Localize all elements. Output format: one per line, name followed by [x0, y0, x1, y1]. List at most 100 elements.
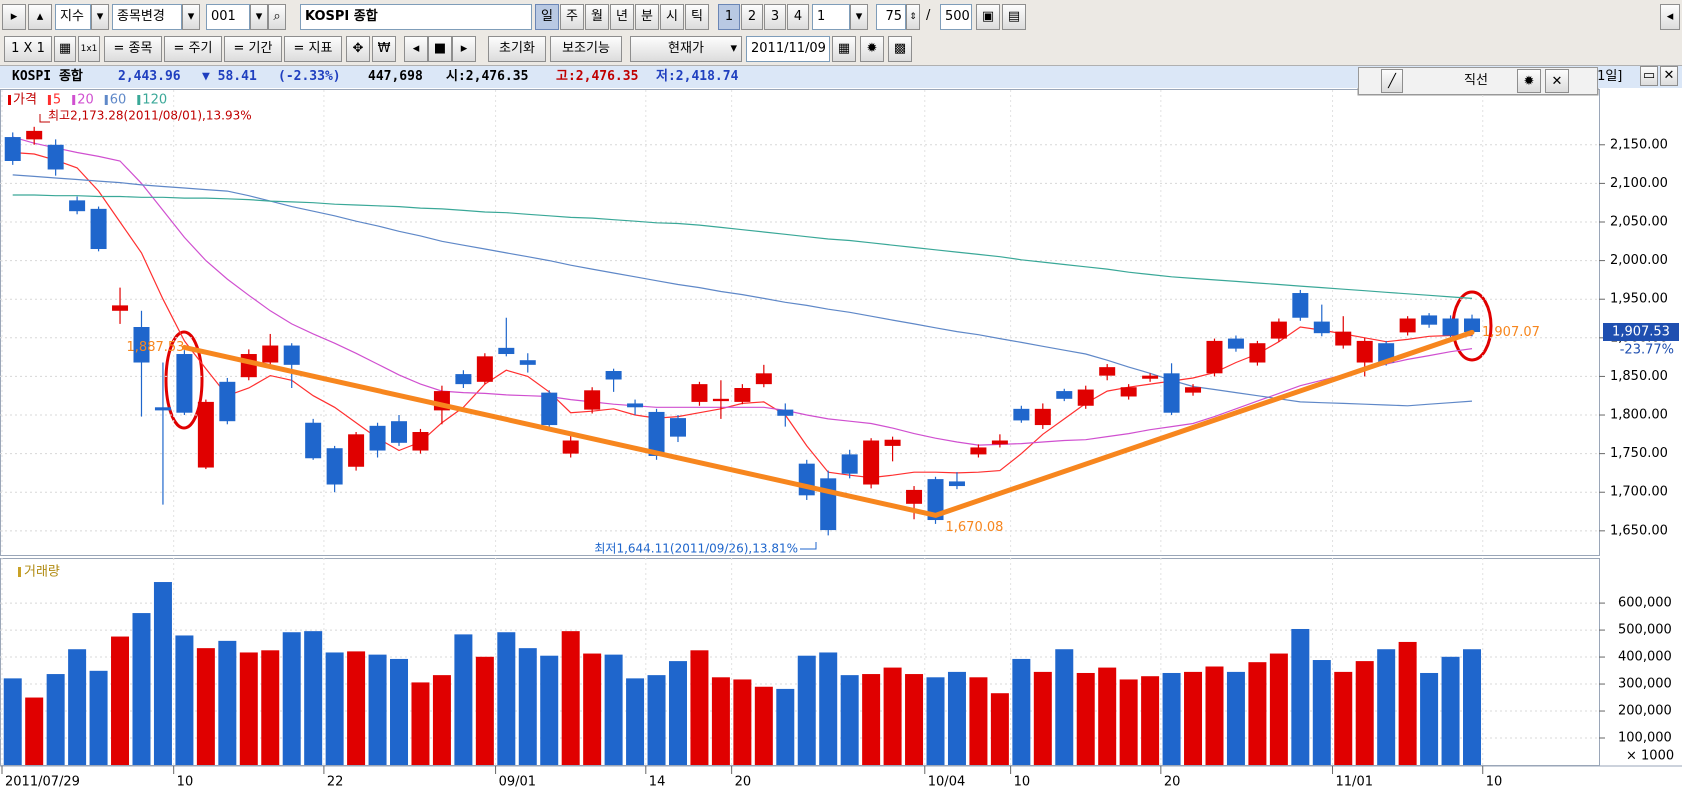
multiple-button[interactable]: 2: [741, 4, 763, 30]
tool-settings[interactable]: ✹: [1517, 69, 1541, 93]
volume-bar: [1441, 656, 1460, 765]
icon-button[interactable]: ▸: [2, 4, 26, 30]
market-select[interactable]: 지수: [55, 4, 91, 30]
candle-body: [1163, 373, 1180, 413]
count-input[interactable]: 75: [876, 4, 906, 30]
line-tool[interactable]: ╱: [1381, 69, 1403, 93]
candle-body: [798, 463, 815, 496]
settings-button[interactable]: ✹: [860, 36, 884, 62]
volume-bar: [561, 631, 580, 765]
search-button[interactable]: ⌕: [268, 4, 286, 30]
date-input[interactable]: 2011/11/09: [746, 36, 830, 62]
code-input[interactable]: 001: [206, 4, 250, 30]
volume-bar: [1205, 666, 1224, 765]
icon-button[interactable]: ▩: [888, 36, 912, 62]
volume-bar: [1162, 672, 1181, 765]
volume-bar: [518, 648, 537, 765]
volume-bar: [46, 674, 65, 765]
moving-average-line: [12, 174, 1473, 407]
dropdown[interactable]: ▾: [250, 4, 268, 30]
candle-body: [197, 401, 214, 468]
period-button[interactable]: 주: [560, 4, 584, 30]
period-button[interactable]: 분: [635, 4, 659, 30]
y-tick-label: 1,800.00: [1610, 408, 1668, 423]
icon-button[interactable]: ◂: [1660, 4, 1680, 30]
prev-button[interactable]: ◂: [404, 36, 428, 62]
volume-bar: [1312, 660, 1331, 765]
setting-button[interactable]: = 기간: [224, 36, 282, 62]
icon-button[interactable]: 1x1: [78, 36, 100, 62]
max-count: 500: [940, 4, 972, 30]
candle-body: [1206, 340, 1223, 374]
candle-body: [712, 398, 729, 402]
annotation-arrow: [800, 542, 817, 550]
close-button[interactable]: ✕: [1660, 66, 1678, 86]
volume-bar: [690, 650, 709, 765]
stop-button[interactable]: ■: [428, 36, 452, 62]
moving-average-line: [12, 136, 1473, 446]
candle-body: [991, 440, 1008, 445]
save-button[interactable]: ▤: [1002, 4, 1026, 30]
trendline-label: 1,907.07: [1482, 325, 1540, 340]
candle-body: [176, 354, 193, 413]
moving-average-line: [12, 194, 1473, 299]
change-symbol[interactable]: 종목변경: [112, 4, 182, 30]
y-tick-label: 2,100.00: [1610, 176, 1668, 191]
volume-bar: [883, 667, 902, 765]
icon-button[interactable]: ▣: [976, 4, 1000, 30]
volume-bar: [390, 658, 409, 765]
reset-button[interactable]: 초기화: [488, 36, 546, 62]
period-button[interactable]: 일: [535, 4, 559, 30]
trendline-label: 1,887.53: [127, 340, 185, 355]
candle-body: [584, 390, 601, 410]
icon-button[interactable]: ₩: [372, 36, 396, 62]
info-high: 고:2,476.35: [556, 69, 639, 84]
last-price-tag: [1603, 322, 1679, 341]
calendar-button[interactable]: ▦: [832, 36, 856, 62]
period-button[interactable]: 시: [660, 4, 684, 30]
x-tick-label: 14: [649, 775, 666, 790]
setting-button[interactable]: = 종목: [104, 36, 162, 62]
price-mode[interactable]: 현재가 ▾: [630, 36, 742, 62]
volume-bar: [1463, 649, 1482, 765]
info-price: 2,443.96: [118, 69, 181, 84]
period-button[interactable]: 틱: [685, 4, 709, 30]
volume-bar: [325, 652, 344, 765]
period-button[interactable]: 년: [610, 4, 634, 30]
y-tick-label: 1,850.00: [1610, 369, 1668, 384]
price-mode-text: 현재가: [668, 41, 704, 56]
candle-body: [348, 434, 365, 467]
multiple-button[interactable]: 3: [764, 4, 786, 30]
max-button[interactable]: ▭: [1640, 66, 1658, 86]
volume-bar: [1377, 649, 1396, 765]
multiple-input[interactable]: 1: [812, 4, 850, 30]
candle-body: [1421, 315, 1438, 325]
candle-body: [69, 200, 86, 212]
icon-button[interactable]: ▦: [54, 36, 76, 62]
multiple-button[interactable]: 1: [718, 4, 740, 30]
dropdown[interactable]: ▾: [182, 4, 200, 30]
aux-button[interactable]: 보조기능: [550, 36, 622, 62]
layout-button[interactable]: 1 X 1: [4, 36, 52, 62]
icon-button[interactable]: ✥: [346, 36, 370, 62]
multiple-button[interactable]: 4: [787, 4, 809, 30]
dropdown[interactable]: ▾: [850, 4, 868, 30]
legend-label: 가격: [13, 93, 37, 108]
info-open: 시:2,476.35: [446, 69, 529, 84]
icon-button[interactable]: ▴: [28, 4, 52, 30]
next-button[interactable]: ▸: [452, 36, 476, 62]
candle-body: [648, 411, 665, 456]
y-tick-label: 500,000: [1618, 623, 1672, 638]
candle-body: [369, 425, 386, 451]
info-change: ▼ 58.41: [202, 69, 257, 84]
setting-button[interactable]: = 주기: [164, 36, 222, 62]
volume-bar: [1141, 676, 1160, 765]
candle-body: [391, 421, 408, 443]
period-button[interactable]: 월: [585, 4, 609, 30]
setting-button[interactable]: = 지표: [284, 36, 342, 62]
candle-body: [4, 137, 21, 161]
dropdown[interactable]: ▾: [91, 4, 109, 30]
spinner[interactable]: ⇕: [906, 4, 920, 30]
x-tick-label: 20: [1164, 775, 1181, 790]
tool-close[interactable]: ✕: [1545, 69, 1569, 93]
